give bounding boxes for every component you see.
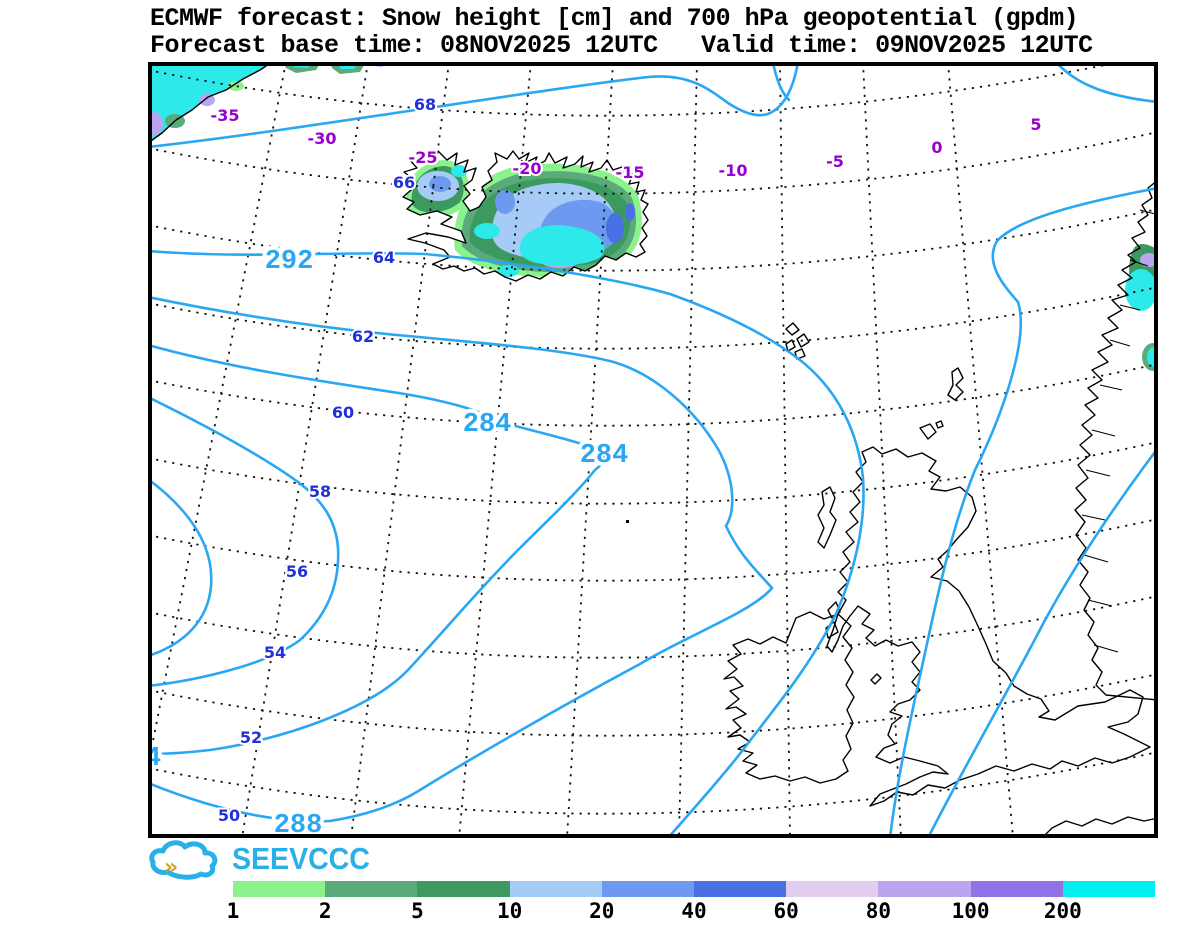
legend-swatch-2 [325,881,418,897]
legend-swatch-10 [509,881,602,897]
chart-title: ECMWF forecast: Snow height [cm] and 700… [150,4,1079,33]
map-labels: 292284284288468666462605856545250-35-30-… [148,93,1044,838]
iceland-snow-fill [405,160,642,277]
shetland-coastline [947,367,964,401]
contour-292 [148,249,865,838]
lat-label: 54 [264,643,286,662]
forecast-map: 292 284 284 288 4 68 66 64 62 60 58 56 54 52 50 -35 -30-… [148,62,1158,838]
legend-color-bar [233,881,1156,897]
lat-label: 64 [373,248,395,267]
c-label: 284 [463,410,512,440]
lat-label: 56 [286,562,308,581]
lat-label: 68 [414,95,436,114]
lat-label: 60 [332,403,354,422]
legend-label: 40 [681,899,707,923]
snow-fill-layer [148,62,1158,371]
hebrides-coastline [817,486,837,549]
legend-label: 20 [589,899,615,923]
legend-label: 200 [1043,899,1082,923]
legend-swatch-20 [601,881,695,897]
contour-288 [148,295,774,823]
greenland-snow-fill [148,62,272,143]
lon-label: -15 [616,163,645,182]
seevccc-logo: » SEEVCCC [148,838,468,882]
svg-text:»: » [164,855,178,880]
map-frame [148,62,1158,838]
legend-swatch-100 [970,881,1063,897]
lon-label: -10 [719,161,748,180]
france-coastline [1041,816,1158,838]
legend-swatch-80 [878,881,971,897]
lat-label: 52 [240,728,262,747]
legend-swatch-1 [233,881,326,897]
iceland-coastline [400,150,649,282]
ireland-coastline [723,611,855,784]
legend-label: 2 [318,899,332,923]
norway-snow-fill [1125,244,1158,371]
faroe-islands-coastline [785,322,810,360]
great-britain-coastline [826,446,1151,807]
lon-label: -20 [513,159,542,178]
cloud-icon: » [149,840,218,880]
logo-text: SEEVCCC [232,841,370,876]
lon-label: -5 [826,152,844,171]
legend-swatch-40 [694,881,787,897]
legend-label: 60 [773,899,799,923]
lon-label: -25 [409,148,438,167]
legend-label: 5 [411,899,424,923]
legend-label: 1 [226,899,240,923]
orkney-coastline [919,420,944,440]
legend-label: 100 [951,899,990,923]
norway-fjords [1081,209,1156,653]
legend-swatch-60 [786,881,879,897]
greenland-coastline [148,62,273,144]
chart-subtitle: Forecast base time: 08NOV2025 12UTC Vali… [150,31,1093,60]
map-canvas: 292284284288468666462605856545250-35-30-… [148,62,1158,838]
graticule-grid [148,62,1158,838]
legend-swatch-200 [1062,881,1156,897]
lon-label: -30 [308,129,337,148]
c-label: 292 [265,247,314,277]
chart-title-block: ECMWF forecast: Snow height [cm] and 700… [150,5,1093,59]
lon-label: 5 [1030,115,1041,134]
ocean-background [148,62,1158,838]
legend-swatch-5 [417,881,510,897]
lon-label: 0 [931,138,942,157]
coastline-layer [148,62,1158,838]
lat-label: 62 [352,327,374,346]
contour-284 [148,343,606,756]
lat-label: 58 [309,482,331,501]
legend-label: 80 [865,899,892,923]
snow-height-legend: 1 2 5 10 20 40 60 80 100 200 [227,881,1156,925]
lon-label: -35 [211,106,240,125]
rockall-islet [626,520,629,523]
c-label: 284 [580,441,629,471]
isle-of-man-coastline [870,673,882,685]
lat-label: 66 [393,173,415,192]
c-label: 288 [274,811,323,838]
legend-label: 10 [496,899,523,923]
geopotential-contours [148,62,1158,838]
lat-label: 50 [218,806,240,825]
